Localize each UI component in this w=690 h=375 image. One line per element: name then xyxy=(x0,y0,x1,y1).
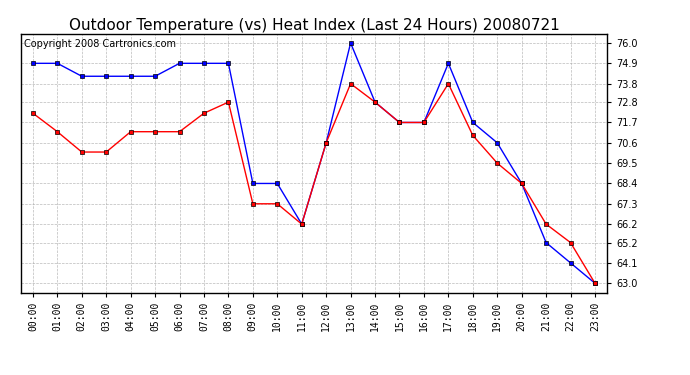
Text: Copyright 2008 Cartronics.com: Copyright 2008 Cartronics.com xyxy=(23,39,176,49)
Title: Outdoor Temperature (vs) Heat Index (Last 24 Hours) 20080721: Outdoor Temperature (vs) Heat Index (Las… xyxy=(68,18,560,33)
